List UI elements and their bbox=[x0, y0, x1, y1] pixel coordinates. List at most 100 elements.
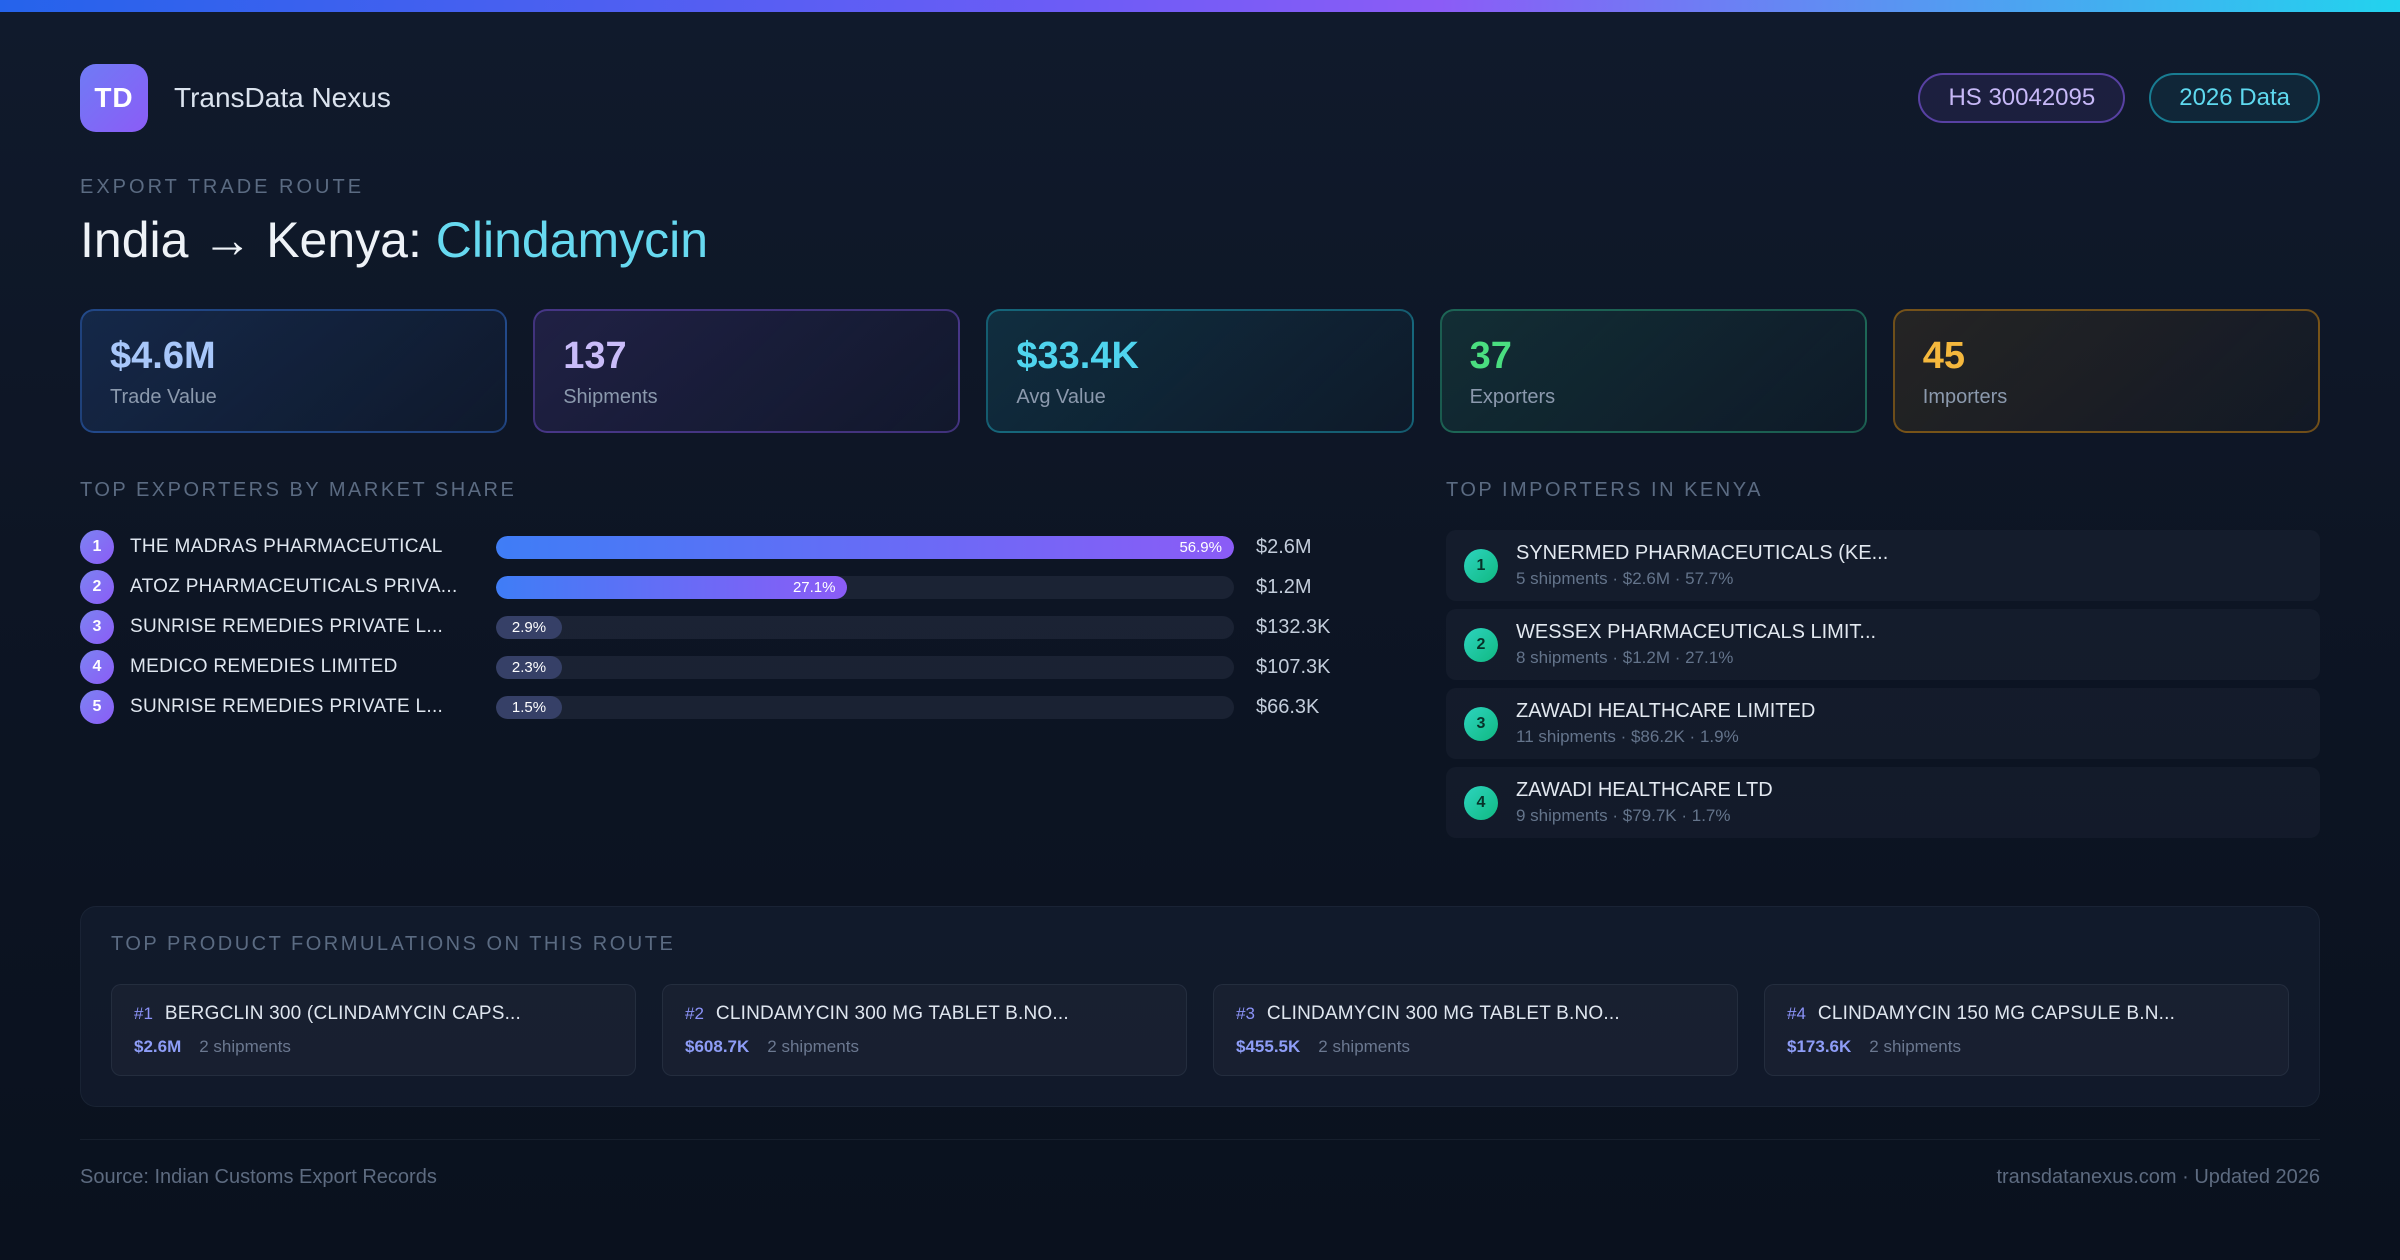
importers-section: TOP IMPORTERS IN KENYA 1 SYNERMED PHARMA… bbox=[1446, 479, 2320, 846]
formulation-bottom: $2.6M 2 shipments bbox=[134, 1037, 613, 1057]
market-share-bar-fill: 27.1% bbox=[496, 575, 848, 599]
exporter-value: $132.3K bbox=[1256, 615, 1331, 638]
app-logo-text: TD bbox=[94, 82, 134, 113]
main-columns: TOP EXPORTERS BY MARKET SHARE 1 THE MADR… bbox=[80, 479, 2320, 846]
exporter-value: $66.3K bbox=[1256, 695, 1320, 718]
stat-card-importers: 45 Importers bbox=[1892, 309, 2320, 433]
exporter-name: MEDICO REMEDIES LIMITED bbox=[130, 656, 398, 677]
exporter-row[interactable]: 3 SUNRISE REMEDIES PRIVATE L... 2.9% $13… bbox=[80, 610, 1380, 644]
exporter-name: THE MADRAS PHARMACEUTICAL bbox=[130, 536, 443, 557]
formulations-panel: TOP PRODUCT FORMULATIONS ON THIS ROUTE #… bbox=[80, 906, 2320, 1107]
market-share-bar-track: 27.1% bbox=[496, 575, 1234, 599]
formulation-shipments: 2 shipments bbox=[1318, 1037, 1410, 1056]
formulation-top: #2 CLINDAMYCIN 300 MG TABLET B.NO... bbox=[685, 1003, 1164, 1025]
year-data-badge[interactable]: 2026 Data bbox=[2149, 73, 2320, 123]
footer: Source: Indian Customs Export Records tr… bbox=[80, 1139, 2320, 1189]
formulation-top: #3 CLINDAMYCIN 300 MG TABLET B.NO... bbox=[1236, 1003, 1715, 1025]
top-accent-bar bbox=[0, 0, 2400, 12]
stat-value: $33.4K bbox=[1016, 335, 1139, 377]
formulation-card[interactable]: #1 BERGCLIN 300 (CLINDAMYCIN CAPS... $2.… bbox=[111, 984, 636, 1076]
formulation-value: $455.5K bbox=[1236, 1037, 1301, 1056]
importer-name: WESSEX PHARMACEUTICALS LIMIT... bbox=[1516, 621, 1877, 643]
exporter-row[interactable]: 2 ATOZ PHARMACEUTICALS PRIVA... 27.1% $1… bbox=[80, 570, 1380, 604]
market-share-label: 27.1% bbox=[792, 578, 836, 596]
rank-badge: 1 bbox=[80, 530, 114, 564]
market-share-bar-fill: 56.9% bbox=[496, 535, 1234, 559]
formulation-card[interactable]: #2 CLINDAMYCIN 300 MG TABLET B.NO... $60… bbox=[662, 984, 1187, 1076]
importer-item[interactable]: 1 SYNERMED PHARMACEUTICALS (KE... 5 ship… bbox=[1446, 530, 2320, 601]
hs-code-badge[interactable]: HS 30042095 bbox=[1918, 73, 2126, 123]
stat-label: Avg Value bbox=[1016, 386, 1106, 408]
market-share-label: 2.3% bbox=[511, 658, 547, 676]
rank-badge: 4 bbox=[80, 650, 114, 684]
formulation-bottom: $173.6K 2 shipments bbox=[1787, 1037, 2266, 1057]
page-title: India → Kenya: Clindamycin bbox=[80, 211, 2320, 269]
app-name: TransData Nexus bbox=[174, 82, 391, 113]
exporter-name: SUNRISE REMEDIES PRIVATE L... bbox=[130, 616, 444, 637]
importer-info: ZAWADI HEALTHCARE LIMITED 11 shipments ·… bbox=[1516, 700, 1815, 747]
stat-value: 37 bbox=[1469, 335, 1512, 377]
footer-source: Source: Indian Customs Export Records bbox=[80, 1166, 437, 1188]
exporter-row[interactable]: 1 THE MADRAS PHARMACEUTICAL 56.9% $2.6M bbox=[80, 530, 1380, 564]
stat-value: $4.6M bbox=[110, 335, 216, 377]
market-share-bar-fill: 1.5% bbox=[496, 695, 562, 719]
stat-value: 45 bbox=[1922, 335, 1966, 377]
importer-name: SYNERMED PHARMACEUTICALS (KE... bbox=[1516, 542, 1889, 564]
importer-name: ZAWADI HEALTHCARE LIMITED bbox=[1516, 700, 1816, 722]
rank-badge: 2 bbox=[1464, 627, 1498, 662]
rank-badge: 3 bbox=[1464, 706, 1498, 741]
header-badges: HS 30042095 2026 Data bbox=[1918, 73, 2320, 123]
market-share-bar-track: 2.3% bbox=[496, 655, 1234, 679]
formulations-heading: TOP PRODUCT FORMULATIONS ON THIS ROUTE bbox=[111, 933, 676, 955]
formulation-bottom: $455.5K 2 shipments bbox=[1236, 1037, 1715, 1057]
market-share-label: 2.9% bbox=[511, 618, 547, 636]
importer-detail: 11 shipments · $86.2K · 1.9% bbox=[1516, 727, 1739, 746]
market-share-bar-fill: 2.3% bbox=[496, 655, 562, 679]
exporter-value: $107.3K bbox=[1256, 655, 1331, 678]
page-title-product: Clindamycin bbox=[435, 212, 709, 268]
exporter-name: ATOZ PHARMACEUTICALS PRIVA... bbox=[130, 576, 458, 597]
importer-detail: 8 shipments · $1.2M · 27.1% bbox=[1516, 648, 1734, 667]
formulation-rank: #4 bbox=[1787, 1004, 1806, 1023]
market-share-bar-fill: 2.9% bbox=[496, 615, 562, 639]
importer-info: SYNERMED PHARMACEUTICALS (KE... 5 shipme… bbox=[1516, 542, 1888, 589]
formulation-name: BERGCLIN 300 (CLINDAMYCIN CAPS... bbox=[164, 1003, 521, 1024]
exporter-row[interactable]: 4 MEDICO REMEDIES LIMITED 2.3% $107.3K bbox=[80, 650, 1380, 684]
formulation-shipments: 2 shipments bbox=[1869, 1037, 1961, 1056]
formulation-value: $608.7K bbox=[685, 1037, 750, 1056]
importer-detail: 5 shipments · $2.6M · 57.7% bbox=[1516, 569, 1734, 588]
stat-label: Importers bbox=[1922, 386, 2008, 408]
footer-site: transdatanexus.com · Updated 2026 bbox=[1996, 1166, 2320, 1188]
stat-card-shipments: 137 Shipments bbox=[533, 309, 961, 433]
rank-badge: 1 bbox=[1464, 548, 1498, 583]
formulation-rank: #1 bbox=[134, 1004, 153, 1023]
importer-item[interactable]: 4 ZAWADI HEALTHCARE LTD 9 shipments · $7… bbox=[1446, 767, 2320, 838]
exporter-row[interactable]: 5 SUNRISE REMEDIES PRIVATE L... 1.5% $66… bbox=[80, 690, 1380, 724]
market-share-label: 1.5% bbox=[511, 698, 547, 716]
importer-info: ZAWADI HEALTHCARE LTD 9 shipments · $79.… bbox=[1516, 779, 1773, 826]
market-share-bar-track: 56.9% bbox=[496, 535, 1234, 559]
importer-info: WESSEX PHARMACEUTICALS LIMIT... 8 shipme… bbox=[1516, 621, 1876, 668]
rank-badge: 2 bbox=[80, 570, 114, 604]
stat-card-exporters: 37 Exporters bbox=[1439, 309, 1867, 433]
rank-badge: 3 bbox=[80, 610, 114, 644]
importer-item[interactable]: 2 WESSEX PHARMACEUTICALS LIMIT... 8 ship… bbox=[1446, 609, 2320, 680]
app-logo: TD bbox=[80, 64, 148, 132]
formulation-name: CLINDAMYCIN 300 MG TABLET B.NO... bbox=[1266, 1003, 1620, 1024]
importers-heading: TOP IMPORTERS IN KENYA bbox=[1446, 479, 1763, 501]
formulation-card[interactable]: #3 CLINDAMYCIN 300 MG TABLET B.NO... $45… bbox=[1213, 984, 1738, 1076]
exporter-name: SUNRISE REMEDIES PRIVATE L... bbox=[130, 696, 444, 717]
formulation-bottom: $608.7K 2 shipments bbox=[685, 1037, 1164, 1057]
formulation-name: CLINDAMYCIN 150 MG CAPSULE B.N... bbox=[1817, 1003, 2176, 1024]
formulation-top: #1 BERGCLIN 300 (CLINDAMYCIN CAPS... bbox=[134, 1003, 613, 1025]
rank-badge: 4 bbox=[1464, 785, 1498, 820]
stat-value: 137 bbox=[563, 335, 627, 377]
stat-card-trade-value: $4.6M Trade Value bbox=[80, 309, 508, 433]
formulation-card[interactable]: #4 CLINDAMYCIN 150 MG CAPSULE B.N... $17… bbox=[1764, 984, 2289, 1076]
stat-label: Trade Value bbox=[110, 386, 217, 408]
formulation-top: #4 CLINDAMYCIN 150 MG CAPSULE B.N... bbox=[1787, 1003, 2266, 1025]
exporter-value: $1.2M bbox=[1256, 575, 1312, 598]
importer-item[interactable]: 3 ZAWADI HEALTHCARE LIMITED 11 shipments… bbox=[1446, 688, 2320, 759]
stat-label: Exporters bbox=[1469, 386, 1556, 408]
market-share-label: 56.9% bbox=[1179, 538, 1222, 556]
